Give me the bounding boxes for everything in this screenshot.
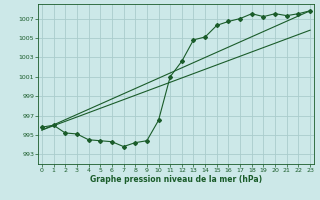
X-axis label: Graphe pression niveau de la mer (hPa): Graphe pression niveau de la mer (hPa) — [90, 175, 262, 184]
